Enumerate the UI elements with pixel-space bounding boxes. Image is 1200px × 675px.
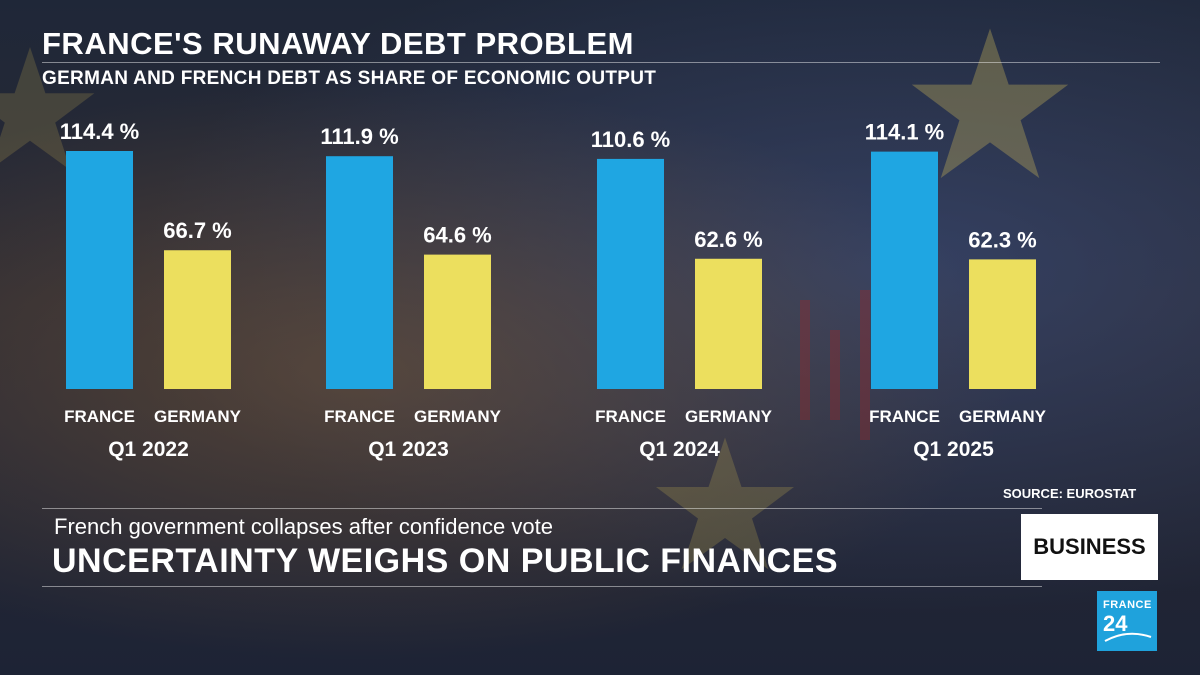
series-label-germany-1: GERMANY [414,407,502,426]
data-label-france-0: 114.4 % [60,119,140,144]
logo-swoosh-icon [1104,632,1152,642]
series-label-germany-2: GERMANY [685,407,773,426]
bar-france-2 [597,158,664,389]
category-label-3: Q1 2025 [913,438,994,461]
category-label-2: Q1 2024 [639,438,720,461]
series-label-germany-0: GERMANY [154,407,242,426]
business-badge: BUSINESS [1021,514,1158,580]
series-label-france-2: FRANCE [595,407,666,426]
bar-germany-3 [969,259,1036,389]
bar-germany-2 [695,258,762,389]
lower-third-top-rule [42,508,1042,509]
data-label-germany-0: 66.7 % [163,218,232,243]
data-label-france-1: 111.9 % [320,124,398,149]
chart-title: FRANCE'S RUNAWAY DEBT PROBLEM [42,26,634,61]
category-label-1: Q1 2023 [368,438,449,461]
series-label-france-1: FRANCE [324,407,395,426]
eu-star-icon-2 [656,437,794,570]
bar-germany-1 [424,254,491,389]
series-label-france-0: FRANCE [64,407,135,426]
bar-germany-0 [164,250,231,389]
business-badge-label: BUSINESS [1033,534,1146,559]
data-label-germany-2: 62.6 % [694,227,763,252]
bg-candle [830,330,840,420]
bar-france-3 [871,151,938,389]
eu-star-icon-3 [0,47,95,171]
source-label: SOURCE: EUROSTAT [1003,486,1137,501]
bar-chart: 114.4 % FRANCE 66.7 % GERMANY Q1 2022 111.9 %… [60,119,1047,461]
lower-third-subheadline: French government collapses after confid… [54,514,553,539]
data-label-germany-1: 64.6 % [423,223,492,248]
category-label-0: Q1 2022 [108,438,189,461]
bar-france-0 [66,151,133,389]
bg-candle [800,300,810,420]
data-label-france-2: 110.6 % [591,127,671,152]
lower-third-bottom-rule [42,586,1042,587]
lower-third-headline: UNCERTAINTY WEIGHS ON PUBLIC FINANCES [52,542,839,580]
france24-logo: FRANCE 24 [1097,591,1157,651]
bg-candle [860,290,870,440]
data-label-germany-3: 62.3 % [968,227,1037,252]
logo-line2: 24 [1103,611,1128,636]
series-label-france-3: FRANCE [869,407,940,426]
eu-star-icon [911,28,1069,179]
bar-france-1 [326,156,393,389]
logo-line1: FRANCE [1103,599,1152,611]
chart-subtitle: GERMAN AND FRENCH DEBT AS SHARE OF ECONO… [42,68,657,89]
series-label-germany-3: GERMANY [959,407,1047,426]
data-label-france-3: 114.1 % [865,120,945,145]
title-divider [42,62,1160,63]
